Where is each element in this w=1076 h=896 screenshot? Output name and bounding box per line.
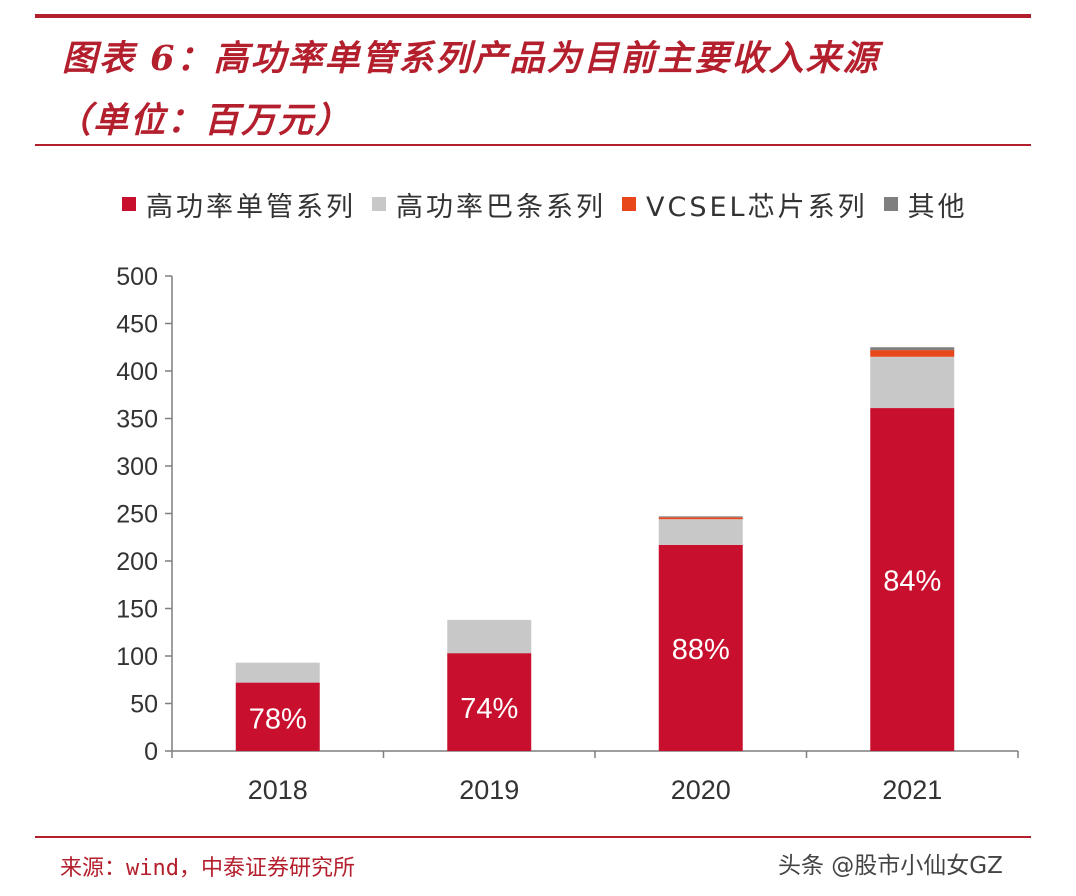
source-note: 来源：wind，中泰证券研究所 <box>60 856 355 881</box>
y-tick-label: 200 <box>116 548 158 576</box>
y-tick-label: 150 <box>116 596 158 624</box>
bar-segment <box>870 408 955 751</box>
bar-segment <box>235 682 320 751</box>
bar-segment <box>658 519 743 545</box>
title-rule <box>35 144 1031 146</box>
y-tick-label: 350 <box>116 406 158 434</box>
bar-segment <box>658 517 743 520</box>
x-tick-label: 2020 <box>671 775 731 805</box>
y-tick-label: 50 <box>130 691 158 719</box>
top-rule <box>35 14 1031 18</box>
y-tick-label: 300 <box>116 453 158 481</box>
chart-title-line-1: 图表 6：高功率单管系列产品为目前主要收入来源 <box>62 38 880 79</box>
data-label: 78% <box>249 704 307 736</box>
bar-segment <box>235 662 320 683</box>
legend-label: VCSEL芯片系列 <box>646 191 868 223</box>
legend-item-vcsel: VCSEL芯片系列 <box>622 185 868 224</box>
x-tick-label: 2021 <box>882 775 942 805</box>
legend-swatch <box>122 197 136 211</box>
legend-swatch <box>622 197 636 211</box>
bar-segment <box>447 619 532 654</box>
chart-title-line-2: （单位：百万元） <box>56 100 353 141</box>
y-tick-label: 500 <box>116 263 158 291</box>
x-tick-label: 2018 <box>248 775 308 805</box>
bar-segment <box>447 653 532 751</box>
data-label: 88% <box>672 634 730 666</box>
y-tick-label: 0 <box>144 738 158 766</box>
bottom-rule <box>35 836 1031 838</box>
legend-label: 高功率巴条系列 <box>396 191 606 223</box>
data-label: 84% <box>883 566 941 598</box>
legend-label: 高功率单管系列 <box>146 191 356 223</box>
x-tick-label: 2019 <box>459 775 519 805</box>
legend: 高功率单管系列 高功率巴条系列 VCSEL芯片系列 其他 <box>122 185 984 224</box>
legend-item-other: 其他 <box>883 185 968 224</box>
legend-label: 其他 <box>907 191 968 223</box>
y-tick-label: 400 <box>116 358 158 386</box>
legend-swatch <box>883 197 898 211</box>
bar-segment <box>870 347 955 351</box>
bar-segment <box>870 356 955 409</box>
bar-segment <box>870 350 955 357</box>
legend-item-single-tube: 高功率单管系列 <box>122 185 356 224</box>
watermark: 头条 @股市小仙女GZ <box>778 853 1003 879</box>
y-tick-label: 450 <box>116 311 158 339</box>
legend-swatch <box>372 197 386 211</box>
y-tick-label: 250 <box>116 501 158 529</box>
bar-segment <box>658 544 743 751</box>
bar-segment <box>658 516 743 518</box>
y-tick-label: 100 <box>116 643 158 671</box>
legend-item-bar-series: 高功率巴条系列 <box>372 185 606 224</box>
data-label: 74% <box>460 693 518 725</box>
